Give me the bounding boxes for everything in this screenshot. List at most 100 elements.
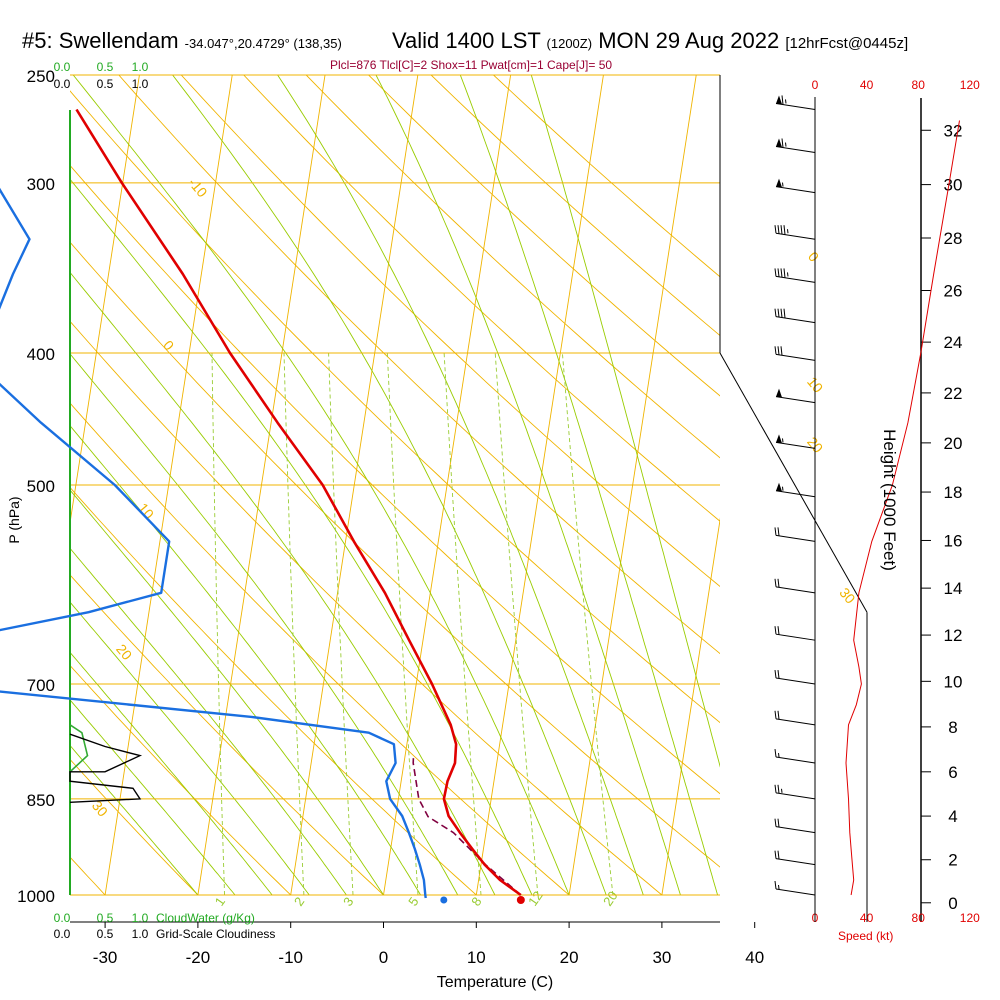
dry-adiabat [70, 402, 570, 895]
isotherm-line [755, 75, 882, 895]
dry-adiabat [430, 75, 720, 337]
wind-barb-half-flag [782, 182, 784, 187]
wind-barb-half-flag [785, 142, 787, 147]
height-tick-label: 10 [944, 672, 963, 691]
moist-adiabat [70, 547, 347, 895]
moist-adiabat [172, 75, 607, 895]
wind-barb-flag [783, 308, 786, 319]
wind-barb-staff [775, 490, 816, 498]
dry-adiabat [305, 75, 720, 459]
wind-barb-flag [774, 346, 777, 355]
cloudiness-label: Grid-Scale Cloudiness [156, 927, 275, 941]
mixing-ratio-label: 5 [405, 894, 421, 909]
dry-adiabat [70, 574, 385, 895]
mixing-ratio-line [561, 352, 614, 895]
wind-barb-pennant [776, 138, 782, 148]
surface-temperature-marker [516, 896, 525, 904]
moist-adiabat [70, 425, 421, 895]
wind-barb-flag [777, 626, 780, 635]
mixing-ratio-line [211, 352, 225, 895]
wind-barb-flag [777, 850, 780, 860]
wind-barb-half-flag [785, 99, 787, 104]
wind-barb-flag [780, 225, 783, 235]
wind-barb-half-flag [782, 438, 784, 443]
wind-barb-flag [774, 748, 777, 758]
cloudiness-tick-bottom: 0.0 [54, 927, 71, 941]
speed-tick-top: 40 [860, 78, 874, 92]
moist-adiabat [70, 601, 310, 895]
moist-adiabat [277, 75, 644, 895]
height-tick-label: 8 [948, 718, 957, 737]
pressure-tick-label: 400 [27, 345, 55, 364]
wind-barb-flag [774, 784, 777, 793]
dewpoint-profile [0, 187, 427, 899]
x-tick-label: 30 [652, 948, 671, 967]
wind-barb-staff [775, 316, 816, 324]
header-valid: Valid 1400 LST (1200Z) MON 29 Aug 2022 [… [392, 28, 908, 54]
cloudiness-tick-bottom: 1.0 [132, 927, 149, 941]
wind-barb-flag [777, 308, 780, 318]
dry-adiabat [70, 486, 477, 895]
temperature-profile [75, 108, 522, 897]
speed-tick-top: 0 [812, 78, 819, 92]
wind-speed-profile [845, 120, 960, 896]
wind-barb-flag [780, 268, 783, 278]
plot-right-diagonal [719, 352, 868, 613]
isotherm-line [661, 517, 720, 895]
pressure-tick-label: 1000 [17, 887, 55, 906]
wind-barb-half-flag [781, 788, 783, 793]
speed-tick-bottom: 120 [960, 911, 980, 925]
wind-barb-flag [774, 710, 777, 719]
y-axis-title: P (hPa) [6, 496, 22, 543]
wind-barb-staff [775, 718, 816, 726]
wind-barb-staff [775, 232, 816, 240]
wind-barb-pennant [776, 434, 782, 444]
wind-barb-flag [780, 346, 783, 356]
mixing-ratio-label: 12 [525, 888, 546, 908]
dry-adiabat-label: 20 [113, 641, 135, 663]
wind-barb-flag [774, 850, 777, 859]
height-tick-label: 14 [944, 579, 963, 598]
mixing-ratio-line [494, 352, 539, 895]
wind-barb-flag [777, 578, 780, 588]
wind-barb-flag [777, 225, 780, 234]
dry-adiabat [70, 664, 292, 895]
right-axis-title: Height (1000 Feet) [880, 429, 899, 571]
dry-adiabat [70, 758, 199, 895]
pressure-tick-label: 850 [27, 791, 55, 810]
wind-barb-flag [777, 669, 780, 679]
cloud-water-tick-bottom: 0.0 [54, 911, 71, 925]
side-panels: 0.00.00.50.51.01.00.00.00.50.51.01.00246… [54, 60, 980, 941]
wind-barb-staff [775, 186, 816, 194]
moist-adiabat [70, 651, 273, 895]
height-tick-label: 12 [944, 626, 963, 645]
wind-barb-flag [780, 308, 783, 318]
valid-time: Valid 1400 LST [392, 28, 541, 53]
wind-barb-staff [775, 633, 816, 641]
clipped-lines [70, 75, 882, 895]
height-tick-label: 30 [944, 176, 963, 195]
mixing-ratio-label: 20 [600, 888, 621, 908]
dry-adiabat [70, 856, 106, 895]
cloud-water-tick-top: 1.0 [132, 60, 149, 74]
wind-barb-flag [777, 818, 780, 828]
wind-barb-staff [775, 826, 816, 834]
cloudiness-profile [69, 733, 143, 803]
wind-barb-staff [775, 586, 816, 594]
wind-barb-staff [775, 102, 816, 110]
wind-barb-staff [775, 677, 816, 685]
cloudiness-tick-top: 0.0 [54, 77, 71, 91]
moist-adiabat [459, 75, 719, 895]
wind-barb-half-flag [778, 884, 780, 890]
wind-barb-staff [775, 275, 816, 283]
x-tick-label: 10 [467, 948, 486, 967]
moist-adiabat [70, 699, 236, 895]
valid-utc: (1200Z) [546, 36, 593, 51]
wind-barb-flag [774, 308, 777, 317]
cloud-water-label: CloudWater (g/Kg) [156, 911, 255, 925]
x-tick-label: 0 [379, 948, 388, 967]
mixing-ratio-label: 2 [291, 894, 307, 909]
wind-barb-flag [774, 669, 777, 679]
